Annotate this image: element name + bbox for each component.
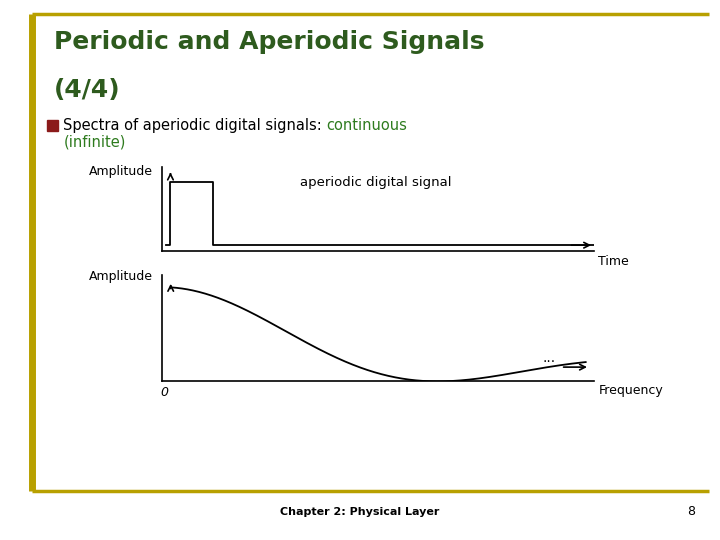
Text: Frequency: Frequency xyxy=(598,384,663,397)
Text: 0: 0 xyxy=(160,386,168,399)
Text: Time: Time xyxy=(598,255,629,268)
Text: (infinite): (infinite) xyxy=(63,134,126,150)
Text: 8: 8 xyxy=(687,505,695,518)
Text: Chapter 2: Physical Layer: Chapter 2: Physical Layer xyxy=(280,507,440,517)
Text: Periodic and Aperiodic Signals: Periodic and Aperiodic Signals xyxy=(54,30,485,53)
Text: aperiodic digital signal: aperiodic digital signal xyxy=(300,176,451,189)
Text: (4/4): (4/4) xyxy=(54,78,121,102)
Text: Amplitude: Amplitude xyxy=(89,270,153,283)
Text: Spectra of aperiodic digital signals:: Spectra of aperiodic digital signals: xyxy=(63,118,327,133)
Text: continuous: continuous xyxy=(326,118,407,133)
Text: ...: ... xyxy=(542,350,555,365)
Text: Amplitude: Amplitude xyxy=(89,165,153,178)
